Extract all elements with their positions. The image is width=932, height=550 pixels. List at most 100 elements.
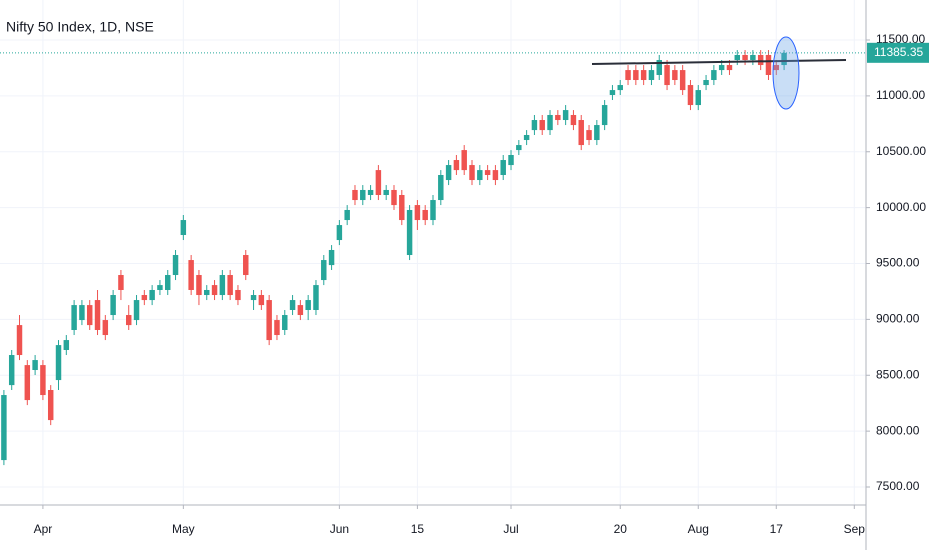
candle-body — [406, 209, 413, 256]
candle-body — [102, 320, 109, 336]
candle-body — [516, 145, 522, 151]
candle-body — [55, 345, 62, 381]
candle-body — [235, 289, 241, 301]
candle-body — [219, 275, 226, 296]
last-price-tag — [867, 42, 929, 63]
candle-body — [625, 70, 631, 81]
candle-body — [188, 260, 194, 290]
candle-body — [469, 165, 475, 181]
candle-body — [601, 105, 608, 126]
candle-body — [757, 54, 764, 66]
candle-body — [570, 114, 577, 126]
candle-body — [453, 160, 460, 171]
candle-body — [297, 305, 304, 316]
candles — [0, 50, 866, 466]
candle-body — [718, 65, 725, 71]
candle-body — [562, 110, 569, 121]
candle-body — [726, 65, 733, 71]
x-tick-label: 17 — [770, 522, 784, 536]
candle-body — [63, 340, 70, 351]
y-tick-label: 9000.00 — [876, 312, 920, 326]
candle-body — [79, 305, 85, 321]
candle-body — [321, 260, 327, 281]
candle-body — [781, 52, 787, 66]
candle-body — [687, 85, 694, 106]
candle-body — [375, 170, 382, 196]
chart-title: Nifty 50 Index, 1D, NSE — [6, 19, 154, 35]
candle-body — [1, 395, 7, 461]
candle-body — [430, 200, 436, 221]
candle-body — [125, 315, 132, 326]
candle-body — [305, 300, 311, 310]
candle-body — [196, 275, 202, 296]
candle-body — [399, 195, 405, 221]
candle-body — [313, 285, 319, 310]
candle-body — [422, 209, 428, 221]
candle-body — [508, 154, 514, 166]
candle-body — [547, 114, 553, 131]
candle-body — [94, 300, 101, 330]
x-tick-label: 15 — [411, 522, 425, 536]
candle-body — [32, 360, 38, 371]
candle-body — [640, 70, 647, 81]
candle-body — [165, 275, 171, 290]
candle-body — [555, 114, 561, 121]
candle-body — [258, 295, 265, 306]
candle-body — [86, 305, 93, 326]
y-tick-label: 10500.00 — [876, 144, 926, 158]
candle-body — [711, 70, 717, 81]
candle-body — [477, 170, 483, 181]
candle-body — [8, 355, 15, 386]
candle-body — [679, 70, 686, 91]
candle-body — [609, 90, 616, 95]
y-tick-label: 9500.00 — [876, 256, 920, 270]
candle-body — [765, 54, 772, 75]
candle-body — [539, 120, 545, 131]
candle-body — [71, 305, 77, 330]
x-tick-label: Sep — [844, 522, 866, 536]
candle-body — [250, 295, 257, 301]
y-tick-label: 8000.00 — [876, 423, 920, 437]
candle-body — [227, 275, 233, 296]
candle-body — [672, 70, 678, 81]
candle-body — [40, 365, 46, 396]
candle-body — [594, 125, 600, 141]
candle-body — [328, 249, 335, 266]
candle-body — [586, 130, 592, 141]
candle-body — [266, 300, 272, 341]
candle-body — [633, 70, 639, 81]
candle-body — [133, 300, 140, 321]
candle-body — [118, 275, 124, 290]
y-tick-label: 8500.00 — [876, 367, 920, 381]
candle-body — [204, 289, 210, 296]
candle-body — [157, 285, 163, 290]
candle-body — [352, 189, 358, 201]
candle-body — [47, 390, 54, 421]
trend-line — [591, 59, 847, 65]
candle-body — [336, 225, 343, 241]
x-tick-label: Aug — [688, 522, 709, 536]
candle-body — [742, 54, 748, 61]
x-tick-label: Jun — [330, 522, 349, 536]
candle-body — [149, 289, 155, 301]
candle-body — [391, 189, 397, 206]
candle-body — [282, 315, 288, 330]
candle-body — [703, 80, 709, 86]
candle-body — [734, 54, 741, 61]
y-tick-label: 10000.00 — [876, 200, 926, 214]
y-tick-label: 7500.00 — [876, 479, 920, 493]
candle-body — [531, 120, 538, 131]
candle-body — [289, 300, 296, 310]
candle-body — [656, 60, 662, 75]
candle-body — [414, 205, 421, 221]
candle-body — [523, 134, 530, 141]
candle-body — [211, 285, 218, 296]
candle-body — [141, 295, 148, 301]
candle-body — [750, 54, 756, 61]
candle-body — [344, 209, 350, 221]
axis-labels: 7500.00 8000.00 8500.00 9000.00 9500.00 10000… — [34, 32, 929, 536]
candle-body — [367, 189, 374, 196]
candle-body — [773, 65, 780, 71]
grid — [0, 0, 866, 505]
candle-body — [110, 295, 116, 316]
